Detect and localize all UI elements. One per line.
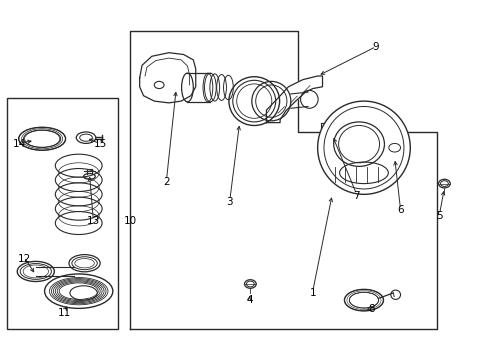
Ellipse shape: [317, 101, 409, 194]
Bar: [6, 98, 118, 329]
Text: 13: 13: [86, 216, 100, 226]
Text: 12: 12: [18, 254, 31, 264]
Text: 1: 1: [309, 288, 315, 298]
Text: 6: 6: [396, 206, 403, 216]
Text: 3: 3: [226, 197, 233, 207]
Text: 5: 5: [435, 211, 442, 221]
Text: 9: 9: [372, 42, 379, 52]
Text: 14: 14: [13, 139, 26, 149]
Text: 2: 2: [163, 177, 169, 187]
Polygon shape: [266, 76, 322, 123]
Text: 4: 4: [245, 295, 252, 305]
Text: 8: 8: [367, 304, 374, 314]
Text: 7: 7: [353, 191, 359, 201]
Text: 15: 15: [94, 139, 107, 149]
Polygon shape: [140, 53, 195, 103]
Text: 10: 10: [123, 216, 136, 226]
Text: 11: 11: [58, 308, 71, 318]
